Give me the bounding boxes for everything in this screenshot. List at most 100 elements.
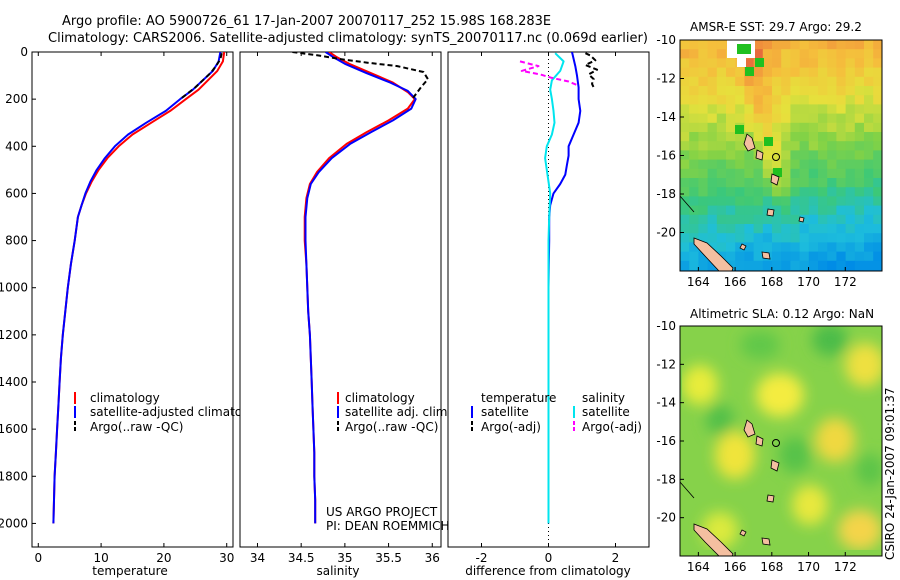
sst-heatmap-cell bbox=[762, 95, 773, 105]
sst-heatmap-cell bbox=[836, 113, 846, 124]
sst-heatmap-cell bbox=[772, 95, 782, 105]
sst-heatmap-cell bbox=[726, 196, 736, 206]
sst-heatmap-cell bbox=[716, 141, 727, 151]
sst-heatmap-cell bbox=[726, 104, 736, 114]
sst-heatmap-cell bbox=[854, 104, 865, 114]
sst-heatmap-cell bbox=[698, 168, 708, 179]
sst-heatmap-cell bbox=[799, 168, 810, 179]
sst-heatmap-cell bbox=[762, 224, 773, 234]
sst-heatmap-cell bbox=[836, 67, 846, 78]
sst-heatmap-cells bbox=[680, 40, 882, 271]
sst-heatmap-cell bbox=[762, 150, 773, 160]
sst-heatmap-cell bbox=[781, 141, 791, 151]
sst-heatmap-cell bbox=[854, 122, 865, 133]
sst-heatmap-cell bbox=[808, 40, 819, 50]
sst-heatmap-cell bbox=[689, 214, 699, 225]
sst-heatmap-cell bbox=[873, 150, 882, 160]
sst-heatmap-cell bbox=[772, 58, 782, 68]
sst-heatmap-cell bbox=[726, 178, 736, 188]
sst-heatmap-cell bbox=[698, 178, 708, 188]
sla-blobs bbox=[682, 326, 882, 550]
sst-heatmap-cell bbox=[762, 260, 773, 271]
sst-heatmap-cell bbox=[864, 95, 874, 105]
sst-heatmap-cell bbox=[680, 58, 690, 68]
sst-heatmap-cell bbox=[818, 187, 828, 197]
salinity-x-ticks: 34 34.5 35 35.5 36 bbox=[250, 52, 440, 565]
sst-heatmap-cell bbox=[735, 233, 745, 243]
sst-heatmap-cell bbox=[689, 178, 699, 188]
sst-heatmap-cell bbox=[864, 86, 874, 96]
sst-heatmap-cell bbox=[753, 159, 764, 170]
sst-heatmap-cell bbox=[698, 159, 708, 170]
sst-heatmap-cell bbox=[698, 113, 708, 124]
sst-heatmap-cell bbox=[808, 49, 819, 59]
sst-heatmap-cell bbox=[753, 168, 764, 179]
sst-heatmap-cell bbox=[753, 251, 764, 262]
sst-heatmap-cell bbox=[836, 49, 846, 59]
sst-heatmap-cell bbox=[854, 76, 865, 87]
y-tick-label: 800 bbox=[5, 234, 28, 248]
sst-heatmap-cell bbox=[799, 214, 810, 225]
sst-heatmap-cell bbox=[707, 205, 718, 216]
sst-heatmap-cell bbox=[716, 214, 727, 225]
latitude-tick-label: -14 bbox=[656, 396, 676, 410]
sst-heatmap-cell bbox=[827, 251, 837, 262]
island bbox=[770, 459, 780, 472]
sst-heatmap-cell bbox=[772, 86, 782, 96]
x-tick-label: 2 bbox=[612, 551, 620, 565]
sst-heatmap-cell bbox=[854, 40, 865, 50]
sst-heatmap-cell bbox=[873, 159, 882, 170]
sst-heatmap-cell bbox=[790, 113, 800, 124]
sst-heatmap-cell bbox=[827, 196, 837, 206]
island bbox=[770, 173, 780, 186]
sst-heatmap-cell bbox=[864, 168, 874, 179]
sst-heatmap-cell bbox=[808, 260, 819, 271]
sst-heatmap-cell bbox=[808, 150, 819, 160]
longitude-tick-label: 172 bbox=[834, 560, 857, 574]
sst-heatmap-cell bbox=[762, 40, 773, 50]
sst-heatmap-cell bbox=[707, 104, 718, 114]
sst-heatmap-cell bbox=[808, 178, 819, 188]
sst-heatmap-cell bbox=[873, 76, 882, 87]
sst-heatmap-cell bbox=[753, 242, 764, 252]
sst-heatmap-cell bbox=[845, 150, 856, 160]
sst-heatmap-cell bbox=[864, 260, 874, 271]
sla-map-title: Altimetric SLA: 0.12 Argo: NaN bbox=[690, 307, 874, 321]
temperature-plot-frame bbox=[31, 51, 234, 548]
sst-heatmap-cell bbox=[836, 214, 846, 225]
sst-heatmap-cell bbox=[744, 122, 754, 133]
sst-heatmap-cell bbox=[707, 150, 718, 160]
sst-heatmap-cell bbox=[845, 76, 856, 87]
sst-heatmap-cell bbox=[753, 95, 764, 105]
sst-heatmap-cell bbox=[698, 233, 708, 243]
sst-heatmap-cell bbox=[836, 95, 846, 105]
sst-heatmap-cell bbox=[818, 40, 828, 50]
sst-heatmap-cell bbox=[680, 159, 690, 170]
sst-heatmap-cell bbox=[772, 242, 782, 252]
sst-heatmap-cell bbox=[818, 141, 828, 151]
sst-map-ticks: 164 166 168 170 172 -10 -12 -14 -16 -18 -20 bbox=[656, 33, 856, 289]
sst-heatmap-cell bbox=[772, 214, 782, 225]
sst-heatmap-cell bbox=[873, 95, 882, 105]
sst-heatmap-cell bbox=[726, 58, 736, 68]
sst-coastlines bbox=[680, 133, 805, 271]
sst-heatmap-cell bbox=[799, 132, 810, 142]
legend-group-salinity: salinity bbox=[582, 391, 625, 405]
sst-heatmap-cell bbox=[762, 86, 773, 96]
sst-heatmap-cell bbox=[854, 150, 865, 160]
sst-heatmap-cell bbox=[716, 113, 727, 124]
sst-heatmap-cell bbox=[808, 159, 819, 170]
sst-heatmap-cell bbox=[726, 86, 736, 96]
sst-heatmap-cell bbox=[845, 214, 856, 225]
sst-heatmap-cell bbox=[716, 242, 727, 252]
sst-heatmap-cell bbox=[845, 233, 856, 243]
sst-heatmap-cell bbox=[689, 122, 699, 133]
sst-heatmap-cell bbox=[781, 150, 791, 160]
sst-heatmap-cell bbox=[689, 141, 699, 151]
sst-heatmap-cell bbox=[680, 104, 690, 114]
sst-heatmap-cell bbox=[753, 86, 764, 96]
sst-heatmap-cell bbox=[799, 40, 810, 50]
sst-heatmap-cell bbox=[735, 159, 745, 170]
sst-heatmap-cell bbox=[845, 242, 856, 252]
sst-heatmap-cell bbox=[689, 251, 699, 262]
